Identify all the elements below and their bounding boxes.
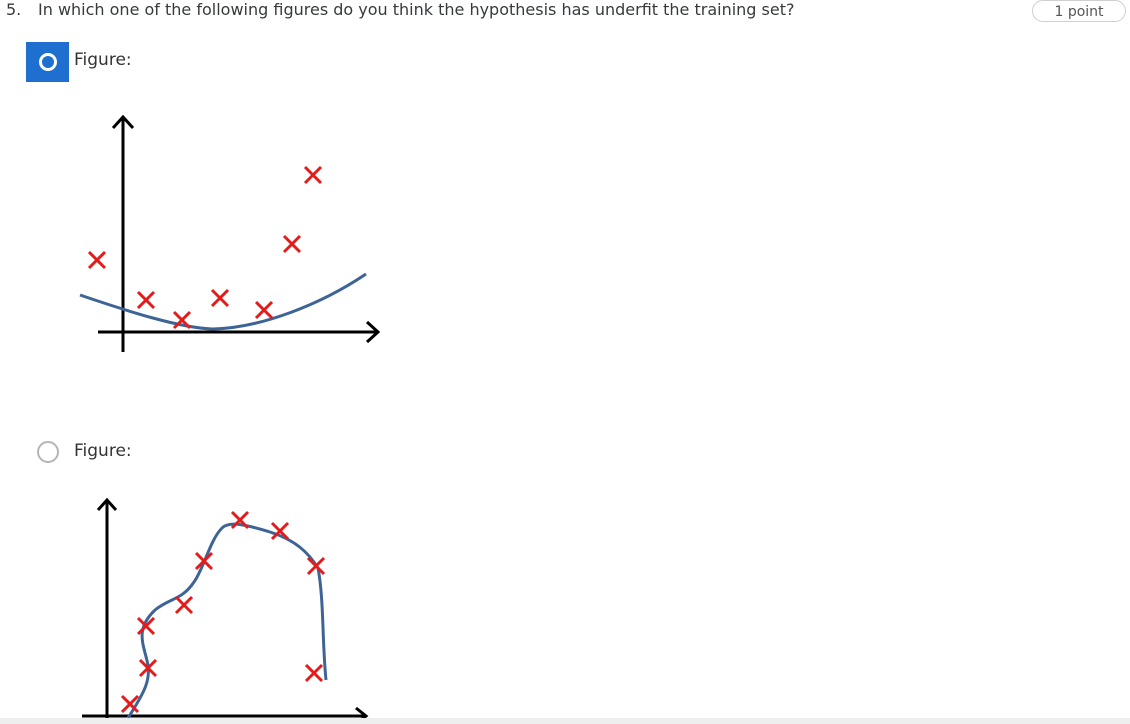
data-point-marker: [230, 510, 250, 530]
data-point-marker: [174, 595, 194, 615]
question-text: In which one of the following figures do…: [38, 0, 795, 19]
data-point-marker: [136, 290, 156, 310]
data-point-marker: [282, 234, 302, 254]
question-number: 5.: [6, 0, 22, 19]
hypothesis-curve: [79, 272, 367, 331]
data-point-marker: [136, 616, 156, 636]
data-point-marker: [87, 250, 107, 270]
data-point-marker: [210, 288, 230, 308]
figure-overfit-plot: [82, 497, 369, 718]
plot-axes: [98, 114, 381, 352]
figure-underfit-plot: [79, 114, 381, 352]
data-point-marker: [270, 521, 290, 541]
option-1-label: Figure:: [74, 50, 132, 70]
radio-button-selected[interactable]: [26, 42, 69, 82]
data-point-marker: [304, 663, 324, 683]
bottom-divider: [0, 718, 1130, 724]
data-points: [87, 165, 323, 330]
data-point-marker: [120, 694, 140, 714]
option-2-label: Figure:: [74, 441, 132, 461]
data-point-marker: [306, 556, 326, 576]
radio-button-unselected[interactable]: [37, 441, 59, 463]
data-point-marker: [303, 165, 323, 185]
hypothesis-curve: [126, 522, 328, 718]
data-point-marker: [254, 300, 274, 320]
data-point-marker: [172, 310, 192, 330]
data-point-marker: [138, 658, 158, 678]
points-badge: 1 point: [1032, 0, 1126, 22]
data-points: [120, 510, 326, 714]
radio-selected-icon: [36, 51, 59, 73]
data-point-marker: [194, 551, 214, 571]
